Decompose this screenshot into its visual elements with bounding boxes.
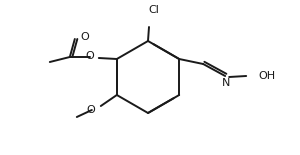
Text: O: O bbox=[86, 105, 95, 115]
Text: O: O bbox=[81, 32, 90, 42]
Text: N: N bbox=[222, 78, 230, 88]
Text: O: O bbox=[85, 51, 94, 61]
Text: OH: OH bbox=[258, 71, 275, 81]
Text: Cl: Cl bbox=[148, 5, 159, 15]
